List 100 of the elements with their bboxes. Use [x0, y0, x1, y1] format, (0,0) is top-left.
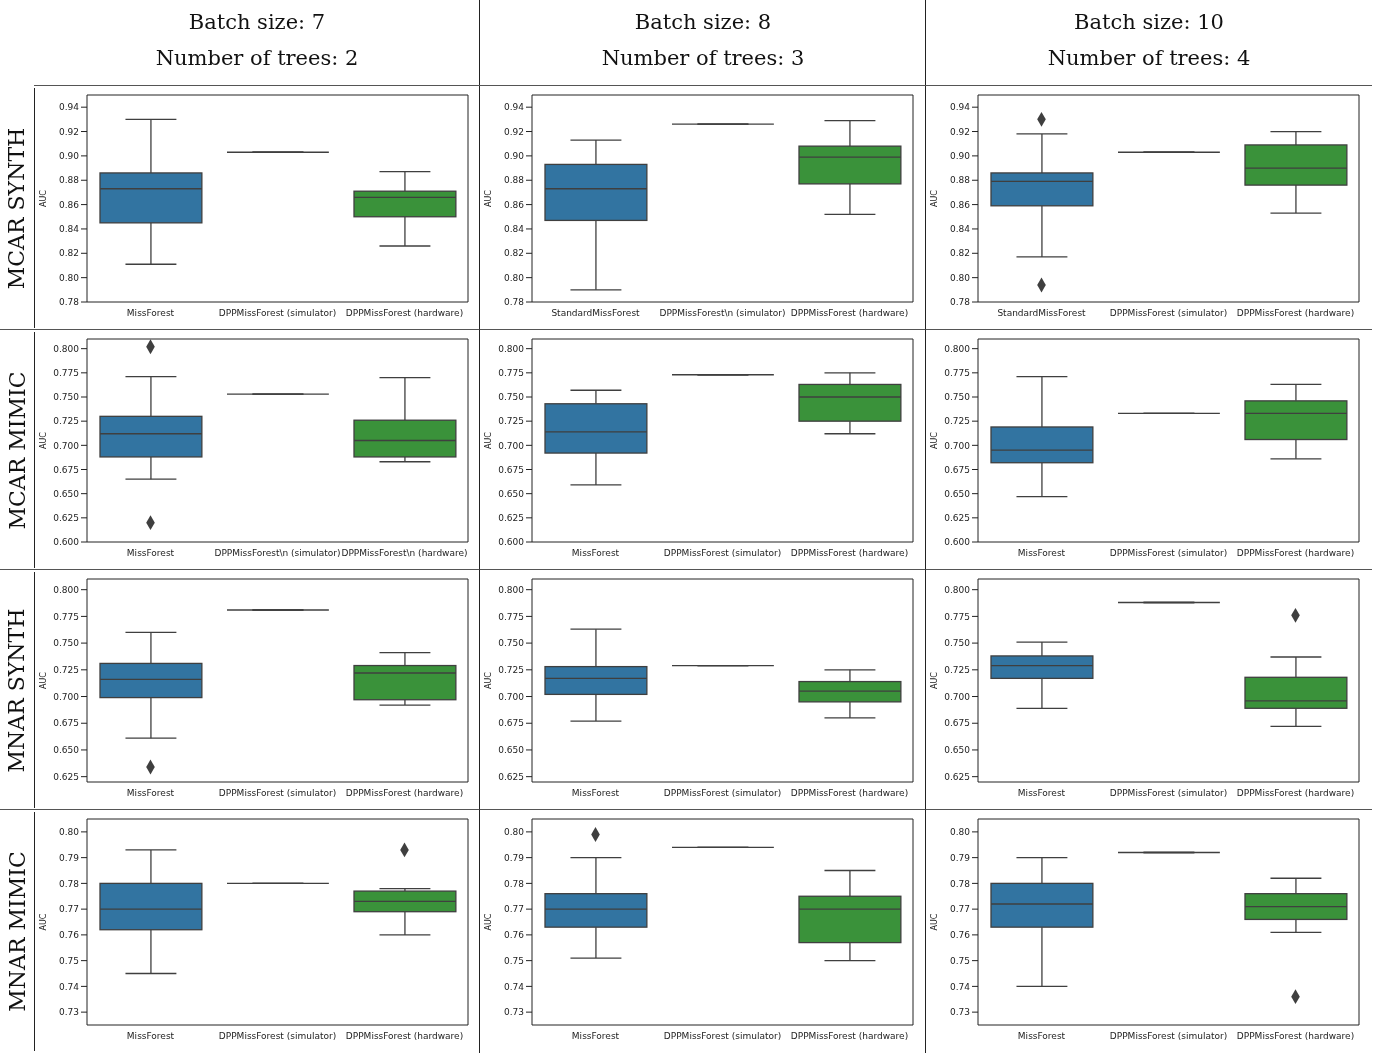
- y-tick-label: 0.650: [498, 488, 525, 499]
- y-tick-label: 0.775: [498, 368, 524, 379]
- y-axis-title: AUC: [929, 913, 939, 931]
- y-tick-label: 0.76: [949, 930, 971, 941]
- y-tick-label: 0.750: [498, 638, 525, 649]
- y-tick-label: 0.78: [949, 878, 971, 889]
- x-tick-label: DPPMissForest (simulator): [663, 1031, 782, 1042]
- y-tick-label: 0.800: [53, 584, 80, 595]
- y-tick-label: 0.725: [498, 416, 524, 427]
- y-axis-title: AUC: [483, 671, 493, 689]
- y-tick-label: 0.800: [53, 343, 80, 354]
- y-tick-label: 0.77: [949, 904, 970, 915]
- y-tick-label: 0.74: [503, 981, 525, 992]
- x-tick-label: DPPMissForest (hardware): [1236, 1031, 1355, 1042]
- y-tick-label: 0.775: [498, 611, 524, 622]
- x-tick-label: DPPMissForest (simulator): [218, 1031, 337, 1042]
- chart-title: Batch size: 10: [1073, 10, 1225, 34]
- text: MNAR SYNTH: [4, 608, 30, 772]
- y-tick-label: 0.75: [503, 955, 524, 966]
- x-tick-label: DPPMissForest (hardware): [790, 1031, 909, 1042]
- chart-subtitle: Number of trees: 3: [600, 46, 806, 70]
- x-tick-label: DPPMissForest (hardware): [1236, 548, 1355, 559]
- y-tick-label: 0.78: [503, 878, 525, 889]
- y-tick-label: 0.600: [498, 537, 525, 548]
- chart-subtitle: Number of trees: 4: [1046, 46, 1252, 70]
- y-tick-label: 0.79: [503, 852, 525, 863]
- x-tick-label: MissForest: [126, 548, 175, 559]
- x-tick-label: DPPMissForest (simulator): [218, 308, 337, 319]
- y-tick-label: 0.625: [498, 513, 524, 524]
- chart-title: Batch size: 7: [187, 10, 327, 34]
- y-axis-title: AUC: [38, 189, 48, 207]
- y-tick-label: 0.700: [944, 691, 971, 702]
- y-tick-label: 0.78: [949, 297, 971, 308]
- y-tick-label: 0.75: [949, 955, 970, 966]
- y-tick-label: 0.94: [949, 102, 971, 113]
- x-tick-label: DPPMissForest\n (simulator): [659, 308, 786, 319]
- y-axis-title: AUC: [929, 671, 939, 689]
- y-tick-label: 0.82: [58, 248, 79, 259]
- y-tick-label: 0.775: [944, 368, 970, 379]
- y-tick-label: 0.650: [53, 745, 80, 756]
- y-axis-title: AUC: [483, 431, 493, 449]
- y-tick-label: 0.88: [58, 175, 80, 186]
- y-tick-label: 0.80: [503, 272, 525, 283]
- y-tick-label: 0.650: [498, 745, 525, 756]
- y-tick-label: 0.675: [53, 464, 79, 475]
- y-tick-label: 0.650: [944, 488, 971, 499]
- y-tick-label: 0.90: [58, 151, 80, 162]
- x-tick-label: DPPMissForest (hardware): [1236, 308, 1355, 319]
- x-tick-label: MissForest: [126, 788, 175, 799]
- y-tick-label: 0.77: [58, 904, 79, 915]
- x-tick-label: DPPMissForest (simulator): [218, 788, 337, 799]
- y-tick-label: 0.86: [58, 199, 80, 210]
- y-axis-title: AUC: [929, 189, 939, 207]
- y-tick-label: 0.700: [498, 440, 525, 451]
- y-tick-label: 0.80: [503, 827, 525, 838]
- y-tick-label: 0.84: [58, 224, 80, 235]
- y-tick-label: 0.650: [944, 745, 971, 756]
- y-tick-label: 0.94: [503, 102, 525, 113]
- y-tick-label: 0.800: [944, 343, 971, 354]
- y-axis-title: AUC: [929, 431, 939, 449]
- text: MNAR MIMIC: [4, 851, 30, 1012]
- x-tick-label: DPPMissForest (simulator): [1109, 548, 1228, 559]
- y-tick-label: 0.800: [498, 584, 525, 595]
- y-axis-title: AUC: [483, 913, 493, 931]
- x-tick-label: MissForest: [571, 788, 620, 799]
- y-tick-label: 0.700: [944, 440, 971, 451]
- y-tick-label: 0.90: [949, 151, 971, 162]
- y-tick-label: 0.725: [498, 665, 524, 676]
- y-axis-title: AUC: [38, 913, 48, 931]
- x-tick-label: MissForest: [1017, 788, 1066, 799]
- y-tick-label: 0.74: [949, 981, 971, 992]
- y-tick-label: 0.88: [503, 175, 525, 186]
- y-axis-title: AUC: [483, 189, 493, 207]
- y-tick-label: 0.675: [53, 718, 79, 729]
- y-tick-label: 0.650: [53, 488, 80, 499]
- y-tick-label: 0.675: [498, 718, 524, 729]
- x-tick-label: StandardMissForest: [551, 308, 641, 319]
- y-tick-label: 0.625: [498, 771, 524, 782]
- y-tick-label: 0.80: [949, 272, 971, 283]
- y-tick-label: 0.80: [58, 272, 80, 283]
- y-tick-label: 0.73: [58, 1007, 79, 1018]
- x-tick-label: DPPMissForest (hardware): [345, 308, 464, 319]
- y-tick-label: 0.86: [949, 199, 971, 210]
- x-tick-label: DPPMissForest (simulator): [663, 548, 782, 559]
- y-tick-label: 0.79: [58, 852, 80, 863]
- y-tick-label: 0.76: [58, 930, 80, 941]
- x-tick-label: DPPMissForest (simulator): [663, 788, 782, 799]
- y-tick-label: 0.73: [503, 1007, 524, 1018]
- y-tick-label: 0.94: [58, 102, 80, 113]
- y-tick-label: 0.76: [503, 930, 525, 941]
- y-tick-label: 0.600: [944, 537, 971, 548]
- y-tick-label: 0.725: [53, 416, 79, 427]
- x-tick-label: DPPMissForest (simulator): [1109, 308, 1228, 319]
- y-tick-label: 0.700: [53, 691, 80, 702]
- x-tick-label: DPPMissForest\n (simulator): [214, 548, 341, 559]
- y-tick-label: 0.800: [944, 584, 971, 595]
- x-tick-label: StandardMissForest: [997, 308, 1087, 319]
- y-tick-label: 0.92: [503, 126, 524, 137]
- y-tick-label: 0.80: [58, 827, 80, 838]
- y-tick-label: 0.750: [53, 392, 80, 403]
